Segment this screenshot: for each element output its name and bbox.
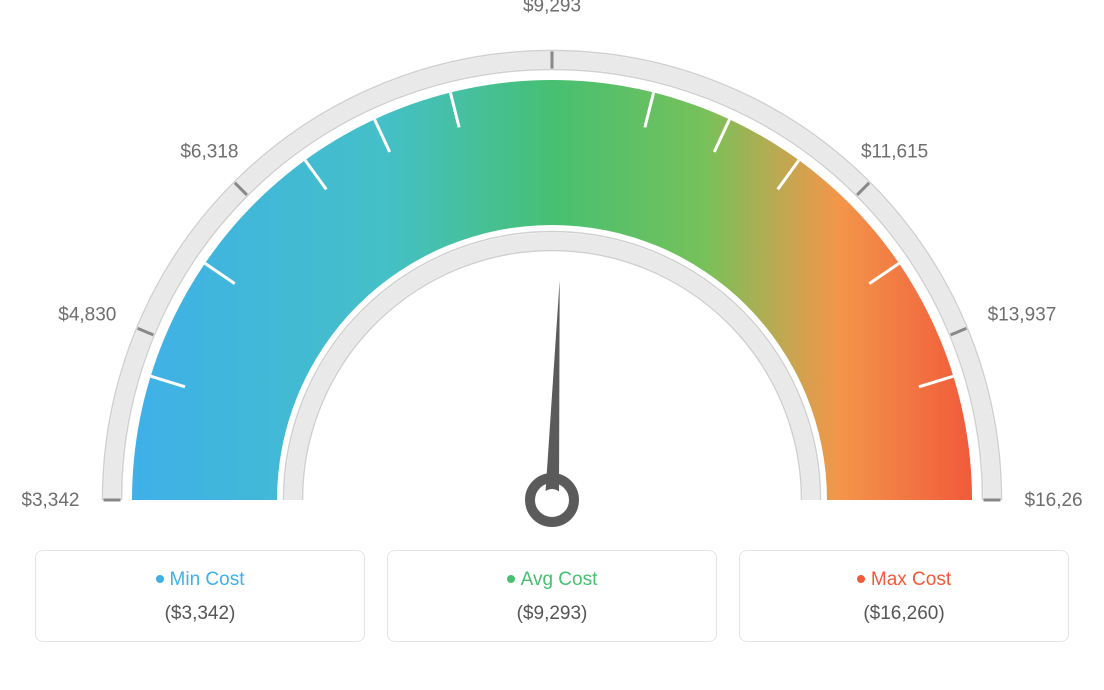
legend-title-avg: Avg Cost [398, 569, 706, 591]
dot-icon [156, 575, 164, 583]
legend-card-min: Min Cost ($3,342) [35, 550, 365, 642]
legend-card-avg: Avg Cost ($9,293) [387, 550, 717, 642]
dot-icon [507, 575, 515, 583]
gauge-tick-label: $9,293 [523, 0, 581, 17]
legend-title-min: Min Cost [46, 569, 354, 591]
gauge-tick-label: $3,342 [22, 490, 80, 511]
legend-card-max: Max Cost ($16,260) [739, 550, 1069, 642]
legend-value: ($3,342) [46, 603, 354, 625]
legend-title-max: Max Cost [750, 569, 1058, 591]
gauge-needle [545, 280, 560, 500]
legend-label: Min Cost [170, 569, 245, 590]
legend-label: Avg Cost [521, 569, 598, 590]
gauge-tick-label: $4,830 [58, 305, 116, 326]
gauge-tick-label: $11,615 [861, 141, 928, 162]
gauge-svg: $3,342 $4,830 $6,318 $9,293 $11,615 $13,937 $1… [22, 0, 1082, 540]
legend-label: Max Cost [871, 569, 951, 590]
legend-value: ($9,293) [398, 603, 706, 625]
gauge-tick-label: $13,937 [988, 305, 1057, 326]
legend-value: ($16,260) [750, 603, 1058, 625]
legend-row: Min Cost ($3,342) Avg Cost ($9,293) Max … [0, 540, 1104, 642]
gauge-tick-label: $16,260 [1025, 490, 1083, 511]
gauge-chart: $3,342 $4,830 $6,318 $9,293 $11,615 $13,937 $1… [0, 0, 1104, 540]
dot-icon [857, 575, 865, 583]
gauge-tick-label: $6,318 [180, 141, 238, 162]
